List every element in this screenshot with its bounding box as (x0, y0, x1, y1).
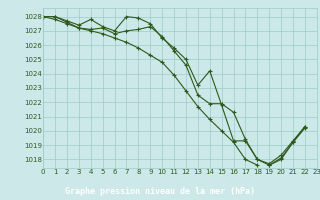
Text: Graphe pression niveau de la mer (hPa): Graphe pression niveau de la mer (hPa) (65, 186, 255, 196)
